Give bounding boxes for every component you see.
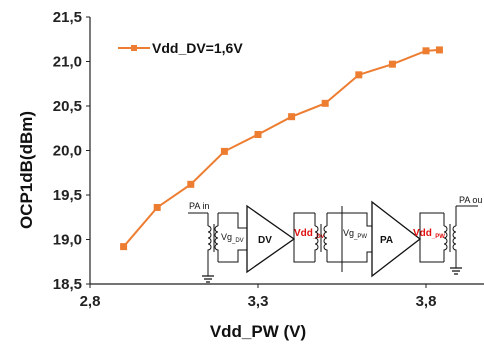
data-point: [388, 60, 396, 68]
ground-icon: [202, 275, 214, 283]
circuit-inset: PA in Vg_DV DV Vdd_DV Vg_PW PA Vdd_PW PA…: [188, 195, 482, 283]
y-tick-label: 20,5: [53, 98, 82, 115]
dv-label: DV: [258, 235, 272, 246]
y-tick-labels: 18,5 19,0 19,5 20,0 20,5 21,0 21,5: [53, 9, 90, 293]
data-point: [220, 147, 228, 155]
pa-amplifier-triangle: [371, 200, 422, 278]
output-ground-icon: [450, 267, 462, 275]
y-tick-label: 19,0: [53, 232, 82, 249]
output-transformer-secondary: [452, 206, 457, 268]
legend-marker: [131, 45, 137, 51]
y-tick-label: 21,0: [53, 54, 82, 71]
data-point: [435, 46, 443, 54]
series-layer: [120, 46, 443, 251]
y-tick-label: 19,5: [53, 187, 82, 204]
data-point: [288, 113, 296, 121]
dv-output-wires: [293, 212, 315, 263]
data-point: [120, 243, 128, 251]
output-transformer-primary: [443, 213, 448, 262]
x-tick-label: 3,3: [248, 293, 269, 310]
y-tick-label: 18,5: [53, 276, 82, 293]
interstage-secondary: [323, 213, 328, 262]
legend: Vdd_DV=1,6V: [118, 40, 243, 56]
y-tick-label: 21,5: [53, 9, 82, 26]
legend-label: Vdd_DV=1,6V: [152, 40, 243, 56]
dv-input-wires: [218, 212, 247, 263]
pa-output-wires: [419, 212, 444, 263]
pa-out-label: PA ou: [459, 195, 482, 205]
vg-pw-label: Vg_PW: [343, 228, 367, 240]
data-point: [422, 47, 430, 55]
data-point: [321, 99, 329, 107]
pa-input-wires: [327, 212, 372, 263]
y-tick-label: 20,0: [53, 143, 82, 160]
data-point: [187, 180, 195, 188]
vg-dv-label: Vg_DV: [221, 232, 244, 244]
y-axis-title: OCP1dB(dBm): [17, 111, 36, 229]
data-point: [254, 130, 262, 138]
data-point: [355, 71, 363, 79]
x-axis-title: Vdd_PW (V): [210, 322, 306, 341]
x-tick-label: 2,8: [80, 293, 101, 310]
vdd-pw-label: Vdd_PW: [413, 228, 445, 240]
input-transformer-primary: [207, 213, 212, 270]
data-point: [153, 203, 161, 211]
x-tick-label: 3,8: [416, 293, 437, 310]
dv-amplifier-triangle: [246, 204, 296, 274]
input-transformer-secondary: [214, 213, 219, 262]
x-tick-labels: 2,8 3,3 3,8: [80, 284, 437, 310]
interstage-primary: [314, 213, 319, 262]
pa-in-label: PA in: [189, 201, 209, 211]
vdd-dv-label: Vdd_DV: [294, 228, 325, 240]
pa-label: PA: [380, 235, 393, 246]
